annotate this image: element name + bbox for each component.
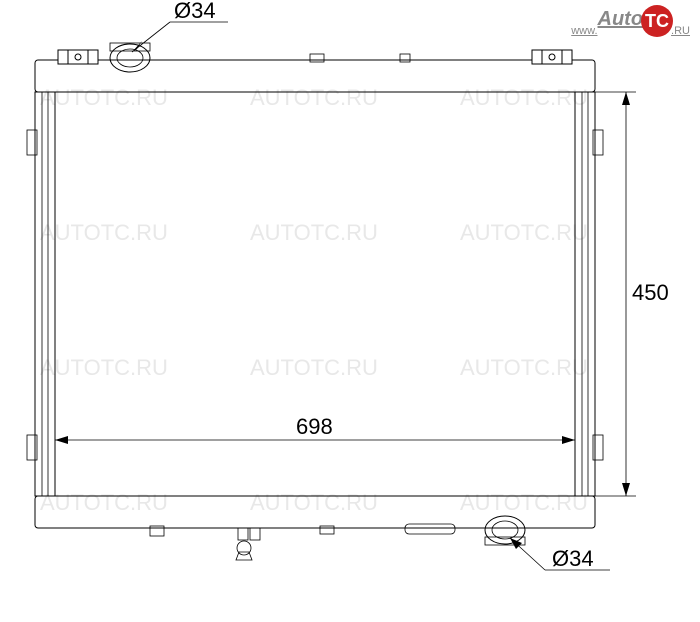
- dim-bot-dia-text: Ø34: [552, 546, 594, 571]
- dim-top-dia-text: Ø34: [174, 0, 216, 23]
- dim-width-text: 698: [296, 414, 333, 439]
- technical-drawing: 698 450 Ø34 Ø34: [0, 0, 700, 622]
- dim-height-text: 450: [632, 280, 669, 305]
